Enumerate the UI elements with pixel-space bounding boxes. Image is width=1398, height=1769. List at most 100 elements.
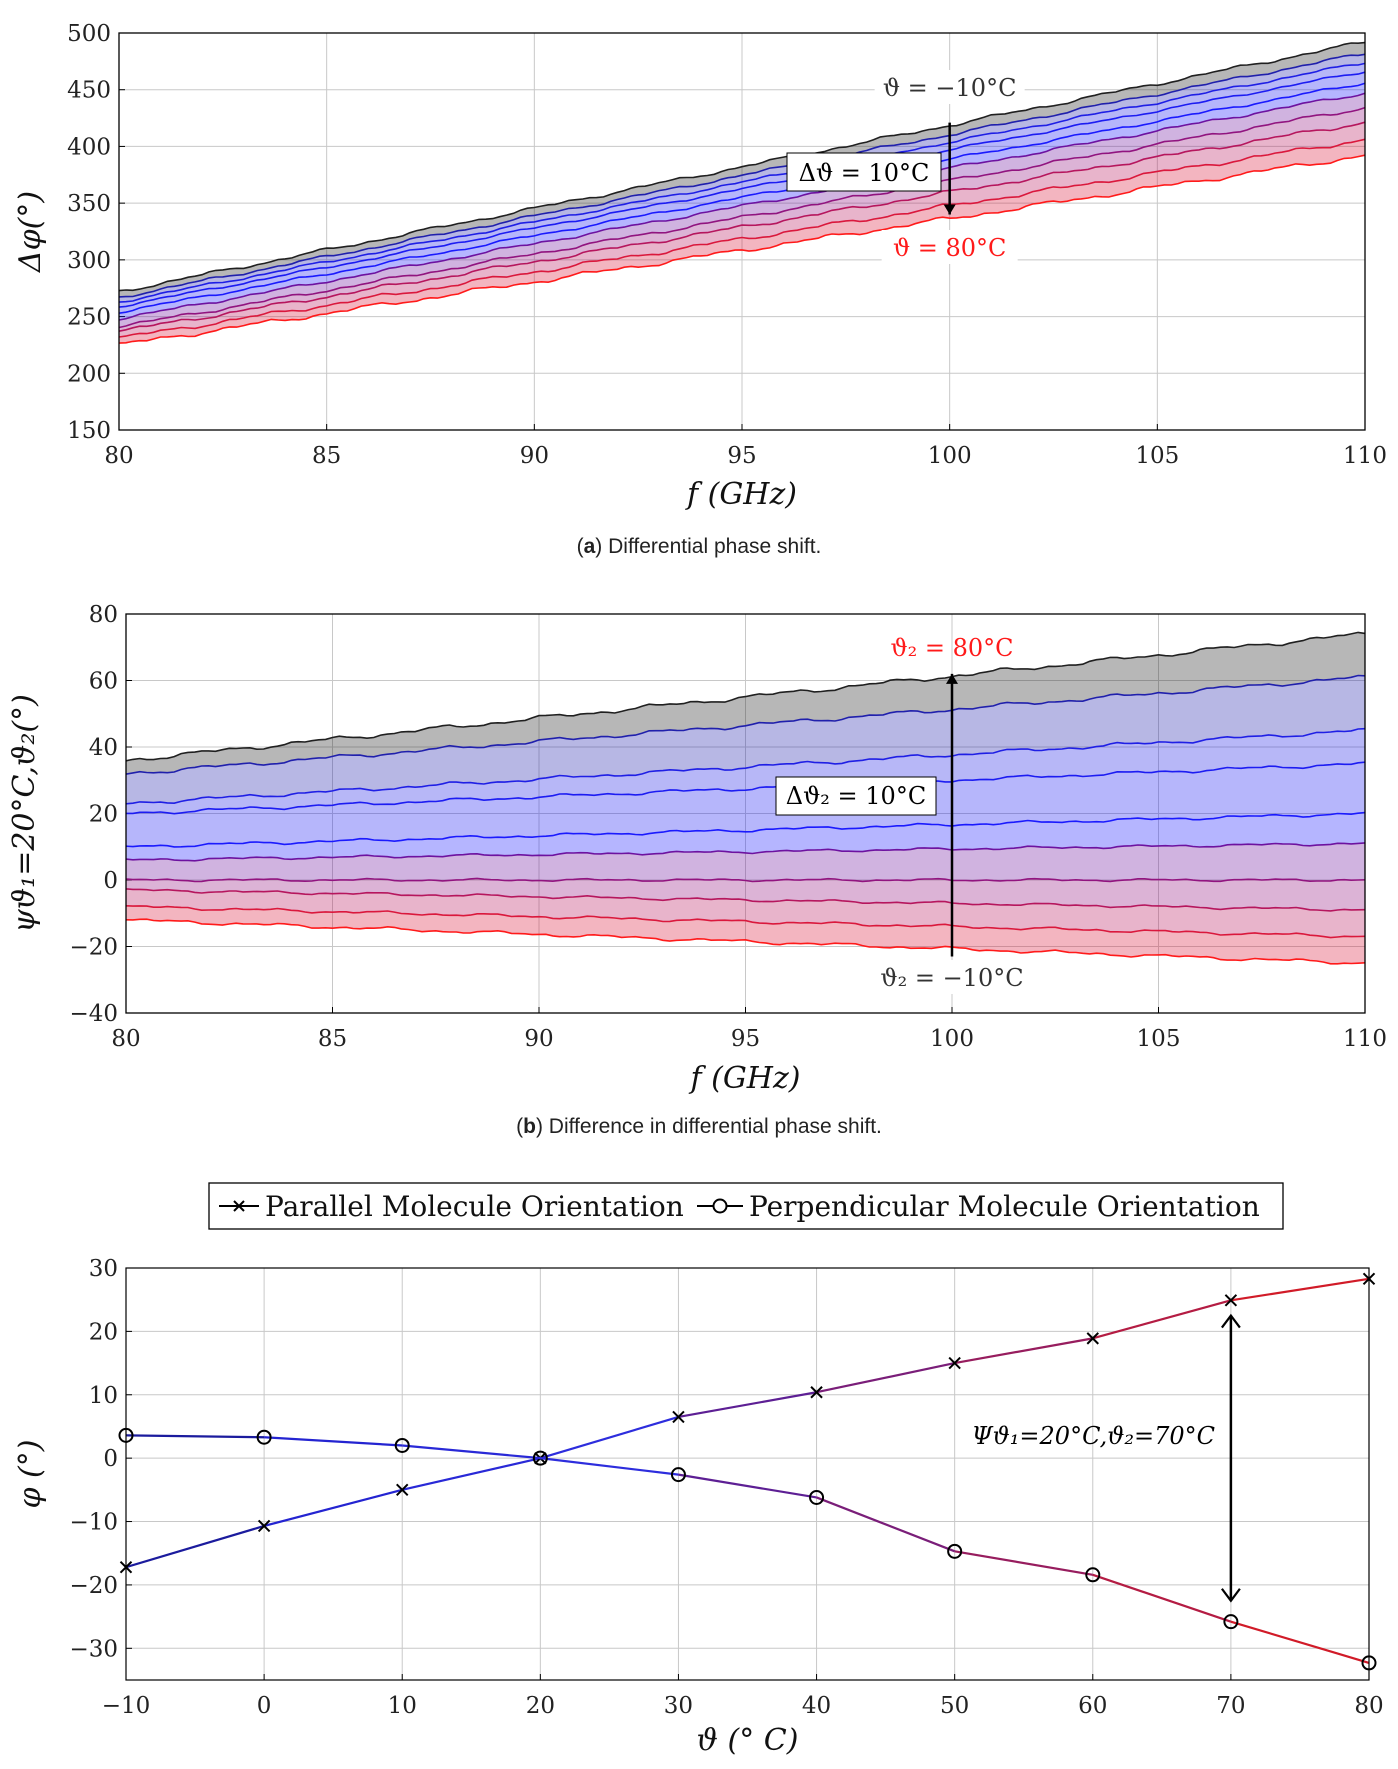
band-fill — [126, 812, 1365, 861]
series-segment — [816, 1496, 956, 1553]
band-fill — [126, 675, 1365, 804]
series-segment — [1230, 1277, 1370, 1302]
plot-b: 80 85 90 95 100 105 110 −40 −20 0 20 40 60 80 f (GHz) ψ… — [7, 602, 1387, 1096]
x-tick-label: 100 — [930, 1026, 974, 1052]
series-line — [118, 53, 1366, 298]
series-segment — [540, 1415, 679, 1460]
series-segment — [1230, 1620, 1370, 1664]
top-temperature-label: ϑ₂ = 80°C — [890, 634, 1013, 662]
y-tick-label: −20 — [69, 935, 118, 961]
circle-marker — [947, 1543, 963, 1559]
series-line — [125, 842, 1366, 862]
y-tick-label: 500 — [67, 21, 111, 47]
arrow-head-up — [1221, 1313, 1241, 1329]
legend: Parallel Molecule Orientation Perpendicul… — [208, 1182, 1284, 1230]
x-tick-label: 60 — [1078, 1693, 1107, 1719]
series-line — [118, 82, 1366, 314]
y-tick-label: 0 — [103, 1446, 118, 1472]
legend-label-perpendicular: Perpendicular Molecule Orientation — [749, 1190, 1260, 1223]
x-tick-label: 90 — [520, 443, 549, 469]
x-tick-label: 10 — [388, 1693, 417, 1719]
x-marker — [1224, 1294, 1238, 1307]
series-line — [125, 877, 1366, 883]
x-axis-label: f (GHz) — [685, 477, 797, 512]
legend-label-parallel: Parallel Molecule Orientation — [265, 1190, 684, 1223]
x-tick-label: 100 — [928, 443, 972, 469]
y-tick-label: 450 — [67, 78, 111, 104]
legend-circle-marker — [712, 1198, 728, 1214]
x-tick-label: 85 — [312, 443, 341, 469]
series-line — [118, 41, 1366, 292]
circle-marker — [532, 1450, 548, 1466]
series-segment — [263, 1488, 403, 1528]
y-axis-label: φ (°) — [13, 1440, 48, 1509]
y-tick-label: 350 — [67, 191, 111, 217]
legend-box — [208, 1182, 1284, 1230]
series-line — [126, 761, 1366, 815]
y-tick-label: −30 — [69, 1636, 118, 1662]
band-fill — [126, 888, 1365, 938]
band-fill — [119, 72, 1365, 314]
caption-a: (a) Differential phase shift. — [576, 535, 822, 558]
x-tick-label: 85 — [318, 1026, 347, 1052]
circle-marker — [1223, 1614, 1239, 1630]
top-temperature-label: ϑ = −10°C — [883, 74, 1017, 102]
step-label-box — [786, 152, 942, 192]
x-tick-label: 80 — [111, 1026, 140, 1052]
band-fill — [126, 762, 1365, 847]
plot-c: −10 0 10 20 30 40 50 60 70 80 −30 −20 −10 0 10 20 30 Ψϑ₁=… — [13, 1182, 1384, 1758]
circle-marker — [394, 1437, 410, 1453]
x-tick-label: 50 — [940, 1693, 969, 1719]
caption-a-text: Differential phase shift. — [602, 535, 822, 558]
caption-b-label: b — [523, 1115, 536, 1138]
x-tick-label: 40 — [802, 1693, 831, 1719]
band-fill — [126, 842, 1365, 882]
series-segment — [540, 1457, 679, 1476]
series-segment — [125, 1524, 265, 1569]
band-fill — [126, 878, 1365, 911]
y-tick-label: −20 — [69, 1573, 118, 1599]
y-tick-label: 40 — [89, 735, 118, 761]
arrow-head — [946, 673, 958, 684]
y-tick-label: 60 — [89, 669, 118, 695]
y-tick-label: 300 — [67, 248, 111, 274]
x-tick-label: 80 — [1354, 1693, 1383, 1719]
x-tick-label: −10 — [102, 1693, 151, 1719]
caption-b: (b) Difference in differential phase shi… — [516, 1115, 882, 1138]
arrow-head — [943, 204, 956, 215]
y-tick-label: 10 — [89, 1383, 118, 1409]
series-segment — [125, 1434, 265, 1439]
y-axis-label: ψϑ₁=20°C,ϑ₂(°) — [7, 694, 42, 933]
circle-marker — [809, 1489, 825, 1505]
psi-label: Ψϑ₁=20°C,ϑ₂=70°C — [972, 1422, 1215, 1450]
bottom-label-bg — [881, 230, 1018, 264]
x-tick-label: 110 — [1343, 443, 1387, 469]
series-segment — [954, 1337, 1093, 1365]
y-tick-label: 20 — [89, 802, 118, 828]
series-segment — [264, 1436, 403, 1447]
x-tick-label: 95 — [731, 1026, 760, 1052]
series-line — [118, 71, 1366, 308]
plot-frame — [125, 1267, 1370, 1681]
series-segment — [678, 1391, 817, 1419]
y-tick-label: 80 — [89, 602, 118, 628]
series-line — [125, 674, 1366, 775]
step-label-box — [775, 776, 937, 816]
x-marker — [672, 1410, 685, 1424]
y-tick-label: 150 — [67, 418, 111, 444]
series-line — [118, 121, 1366, 332]
band-fill — [119, 122, 1365, 337]
band-fill — [126, 905, 1365, 964]
x-tick-label: 20 — [526, 1693, 555, 1719]
y-axis-label: Δφ(°) — [13, 191, 48, 273]
series-segment — [678, 1473, 817, 1499]
series-segment — [816, 1362, 955, 1394]
plot-a: 80 85 90 95 100 105 110 150 200 250 300 350 400 450 50… — [13, 21, 1387, 512]
x-tick-label: 95 — [727, 443, 756, 469]
x-tick-label: 0 — [257, 1693, 272, 1719]
series-segment — [402, 1444, 541, 1460]
series-line — [125, 918, 1366, 965]
band-fill — [119, 93, 1365, 328]
series-segment — [401, 1457, 541, 1491]
